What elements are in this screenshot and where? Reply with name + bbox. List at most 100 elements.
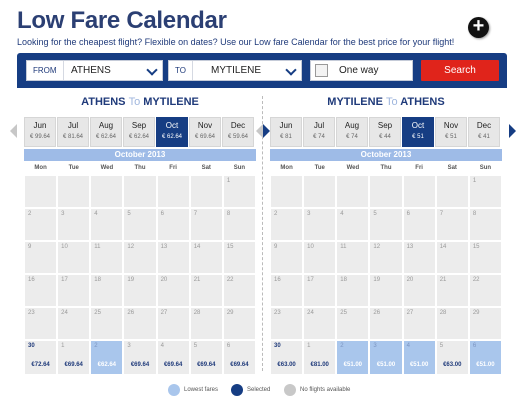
fare-day-cell[interactable]: 1 €69.64 xyxy=(57,340,91,375)
day-number: 17 xyxy=(61,277,68,283)
day-cell: 19 xyxy=(369,274,403,307)
month-name: Sep xyxy=(377,121,393,130)
month-tab-jul[interactable]: Jul € 81.64 xyxy=(57,117,89,147)
day-number: 1 xyxy=(61,343,65,349)
month-name: Aug xyxy=(98,121,114,130)
chevron-right-icon[interactable] xyxy=(263,124,270,138)
fare-day-cell[interactable]: 6 €51.00 xyxy=(468,340,502,375)
weekday-label: Mon xyxy=(34,165,47,171)
calendar-month-header: October 2013 xyxy=(24,149,256,161)
month-tab-nov[interactable]: Nov € 51 xyxy=(435,117,467,147)
fare-day-cell[interactable]: 2 €62.64 xyxy=(90,340,124,375)
fare-day-cell[interactable]: 3 €51.00 xyxy=(369,340,403,375)
month-tab-aug[interactable]: Aug € 74 xyxy=(336,117,368,147)
day-cell: 13 xyxy=(156,241,190,274)
month-name: Jun xyxy=(279,121,293,130)
month-tab-sep[interactable]: Sep € 62.64 xyxy=(123,117,155,147)
day-cell: 4 xyxy=(90,208,124,241)
month-price: € 81 xyxy=(280,134,292,140)
day-cell: 6 xyxy=(156,208,190,241)
month-tab-oct[interactable]: Oct € 51 xyxy=(402,117,434,147)
month-tab-dec[interactable]: Dec € 59.64 xyxy=(222,117,254,147)
weekday-label: Sat xyxy=(201,165,211,171)
day-number: 2 xyxy=(94,343,98,349)
day-cell xyxy=(336,175,370,208)
day-number: 15 xyxy=(472,244,480,250)
day-number: 12 xyxy=(127,244,135,250)
day-number: 1 xyxy=(472,178,477,184)
day-cell: 27 xyxy=(156,307,190,340)
legend-none-label: No flights available xyxy=(300,387,351,393)
route-title: ATHENS To MYTILENE xyxy=(24,96,256,112)
day-cell: 25 xyxy=(90,307,124,340)
fare-day-cell[interactable]: 6 €69.64 xyxy=(222,340,256,375)
day-cell: 24 xyxy=(57,307,91,340)
oneway-checkbox[interactable] xyxy=(315,64,328,77)
day-number: 24 xyxy=(61,310,68,316)
day-cell: 18 xyxy=(336,274,370,307)
month-tab-jul[interactable]: Jul € 74 xyxy=(303,117,335,147)
day-number: 5 xyxy=(127,211,131,217)
day-number: 3 xyxy=(307,211,311,217)
month-price: € 51 xyxy=(445,134,457,140)
day-number: 16 xyxy=(28,277,35,283)
month-price: € 62.64 xyxy=(128,134,150,140)
day-cell: 29 xyxy=(222,307,256,340)
from-select[interactable]: FROM ATHENS xyxy=(26,60,163,81)
chevron-right-icon[interactable] xyxy=(509,124,516,138)
month-tab-sep[interactable]: Sep € 44 xyxy=(369,117,401,147)
fare-day-cell[interactable]: 5 €69.64 xyxy=(189,340,223,375)
day-number: 19 xyxy=(127,277,135,283)
to-select[interactable]: TO MYTILENE xyxy=(168,60,302,81)
chevron-left-icon[interactable] xyxy=(256,124,263,138)
month-tab-jun[interactable]: Jun € 99.64 xyxy=(24,117,56,147)
month-tab-nov[interactable]: Nov € 69.64 xyxy=(189,117,221,147)
day-number: 21 xyxy=(193,277,201,283)
month-tab-oct[interactable]: Oct € 62.64 xyxy=(156,117,188,147)
day-number: 22 xyxy=(472,277,480,283)
month-price: € 51 xyxy=(412,134,424,140)
day-cell: 3 xyxy=(57,208,91,241)
day-number: 3 xyxy=(127,343,131,349)
day-cell: 19 xyxy=(123,274,157,307)
plus-circle-icon[interactable]: + xyxy=(468,16,489,38)
to-value: MYTILENE xyxy=(211,65,262,76)
month-price: € 59.64 xyxy=(227,134,249,140)
fare-day-cell[interactable]: 30 €63.00 xyxy=(270,340,304,375)
day-number: 9 xyxy=(274,244,278,250)
page-title: Low Fare Calendar xyxy=(17,7,227,34)
day-cell: 13 xyxy=(402,241,436,274)
fare-day-cell[interactable]: 4 €69.64 xyxy=(156,340,190,375)
weekday-label: Sat xyxy=(447,165,457,171)
calendar-week: 1 xyxy=(270,175,502,208)
month-tab-jun[interactable]: Jun € 81 xyxy=(270,117,302,147)
month-tab-aug[interactable]: Aug € 62.64 xyxy=(90,117,122,147)
inbound-calendar: MYTILENE To ATHENS Jun € 81 Jul € 74 Aug € 74 S… xyxy=(256,96,516,375)
weekday-label: Wed xyxy=(100,165,114,171)
fare-day-cell[interactable]: 2 €51.00 xyxy=(336,340,370,375)
day-cell: 1 xyxy=(468,175,502,208)
fare-day-cell[interactable]: 30 €72.64 xyxy=(24,340,58,375)
day-cell xyxy=(402,175,436,208)
fare-day-cell[interactable]: 1 €81.00 xyxy=(303,340,337,375)
calendar-week: 16 17 18 19 20 21 22 xyxy=(24,274,256,307)
fare-day-cell[interactable]: 5 €63.00 xyxy=(435,340,469,375)
chevron-left-icon[interactable] xyxy=(10,124,17,138)
calendar-week: 2 3 4 5 6 7 8 xyxy=(24,208,256,241)
day-number: 25 xyxy=(340,310,347,316)
day-number: 1 xyxy=(226,178,231,184)
oneway-option[interactable]: One way xyxy=(310,60,413,81)
fare-day-cell[interactable]: 3 €69.64 xyxy=(123,340,157,375)
month-name: Jul xyxy=(313,121,325,130)
month-tab-dec[interactable]: Dec € 41 xyxy=(468,117,500,147)
day-cell xyxy=(57,175,91,208)
search-button[interactable]: Search xyxy=(421,60,499,81)
route-to-word: To xyxy=(128,96,141,108)
calendar-week: 23 24 25 26 27 28 29 xyxy=(24,307,256,340)
calendar-week: 9 10 11 12 13 14 15 xyxy=(24,241,256,274)
day-cell xyxy=(24,175,58,208)
fare-day-cell[interactable]: 4 €51.00 xyxy=(402,340,436,375)
weekday-row: Mon Tue Wed Thu Fri Sat Sun xyxy=(270,161,502,175)
day-cell: 11 xyxy=(90,241,124,274)
day-price: €69.64 xyxy=(163,362,183,368)
